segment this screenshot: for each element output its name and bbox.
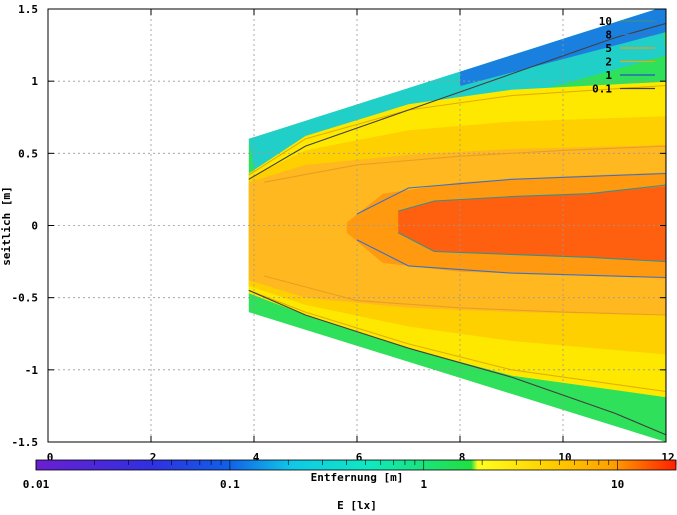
grid-lines [48,9,666,442]
contour-line-10 [397,184,666,263]
x-tick-label: 8 [459,451,466,464]
y-tick-label: 1 [31,75,38,88]
legend-label: 10 [599,15,612,28]
contour-line-5 [264,145,666,316]
contour-line-0.1 [248,22,666,436]
y-tick-label: -1 [25,364,39,377]
y-tick-label: 0.5 [18,147,38,160]
colorbar-tick-label: 0.01 [23,478,50,491]
colorbar-tick-label: 0.1 [220,478,240,491]
legend-label: 0.1 [592,83,612,96]
contour-line-8 [356,172,666,279]
legend-label: 5 [605,42,612,55]
field-red-lobe [398,186,666,262]
y-tick-label: 1.5 [18,3,38,16]
colorbar-tick-label: 10 [611,478,624,491]
field-blue-band [460,9,666,87]
legend-label: 2 [605,56,612,69]
x-tick-label: 2 [150,451,157,464]
x-axis-label: Entfernung [m] [311,471,404,484]
contour-lines [248,22,666,436]
y-tick-label: -0.5 [12,292,39,305]
illumination-field [248,9,666,442]
colorbar-label: E [lx] [337,499,377,511]
axes: 0 2 4 6 8 10 12-1.5-1-0.500.511.5 [12,3,675,464]
colorbar-gradient [35,459,677,471]
legend-label: 1 [605,69,612,82]
y-tick-label: -1.5 [12,436,39,449]
x-tick-label: 6 [356,451,363,464]
y-axis-label: seitlich [m] [0,186,13,265]
colorbar: 0.01 0.1 1 10 [23,459,677,491]
x-tick-label: 4 [253,451,260,464]
y-tick-label: 0 [31,220,38,233]
contour-line-2 [248,84,666,393]
x-tick-label: 0 [47,451,54,464]
colorbar-tick-label: 1 [420,478,427,491]
legend-label: 8 [605,29,612,42]
